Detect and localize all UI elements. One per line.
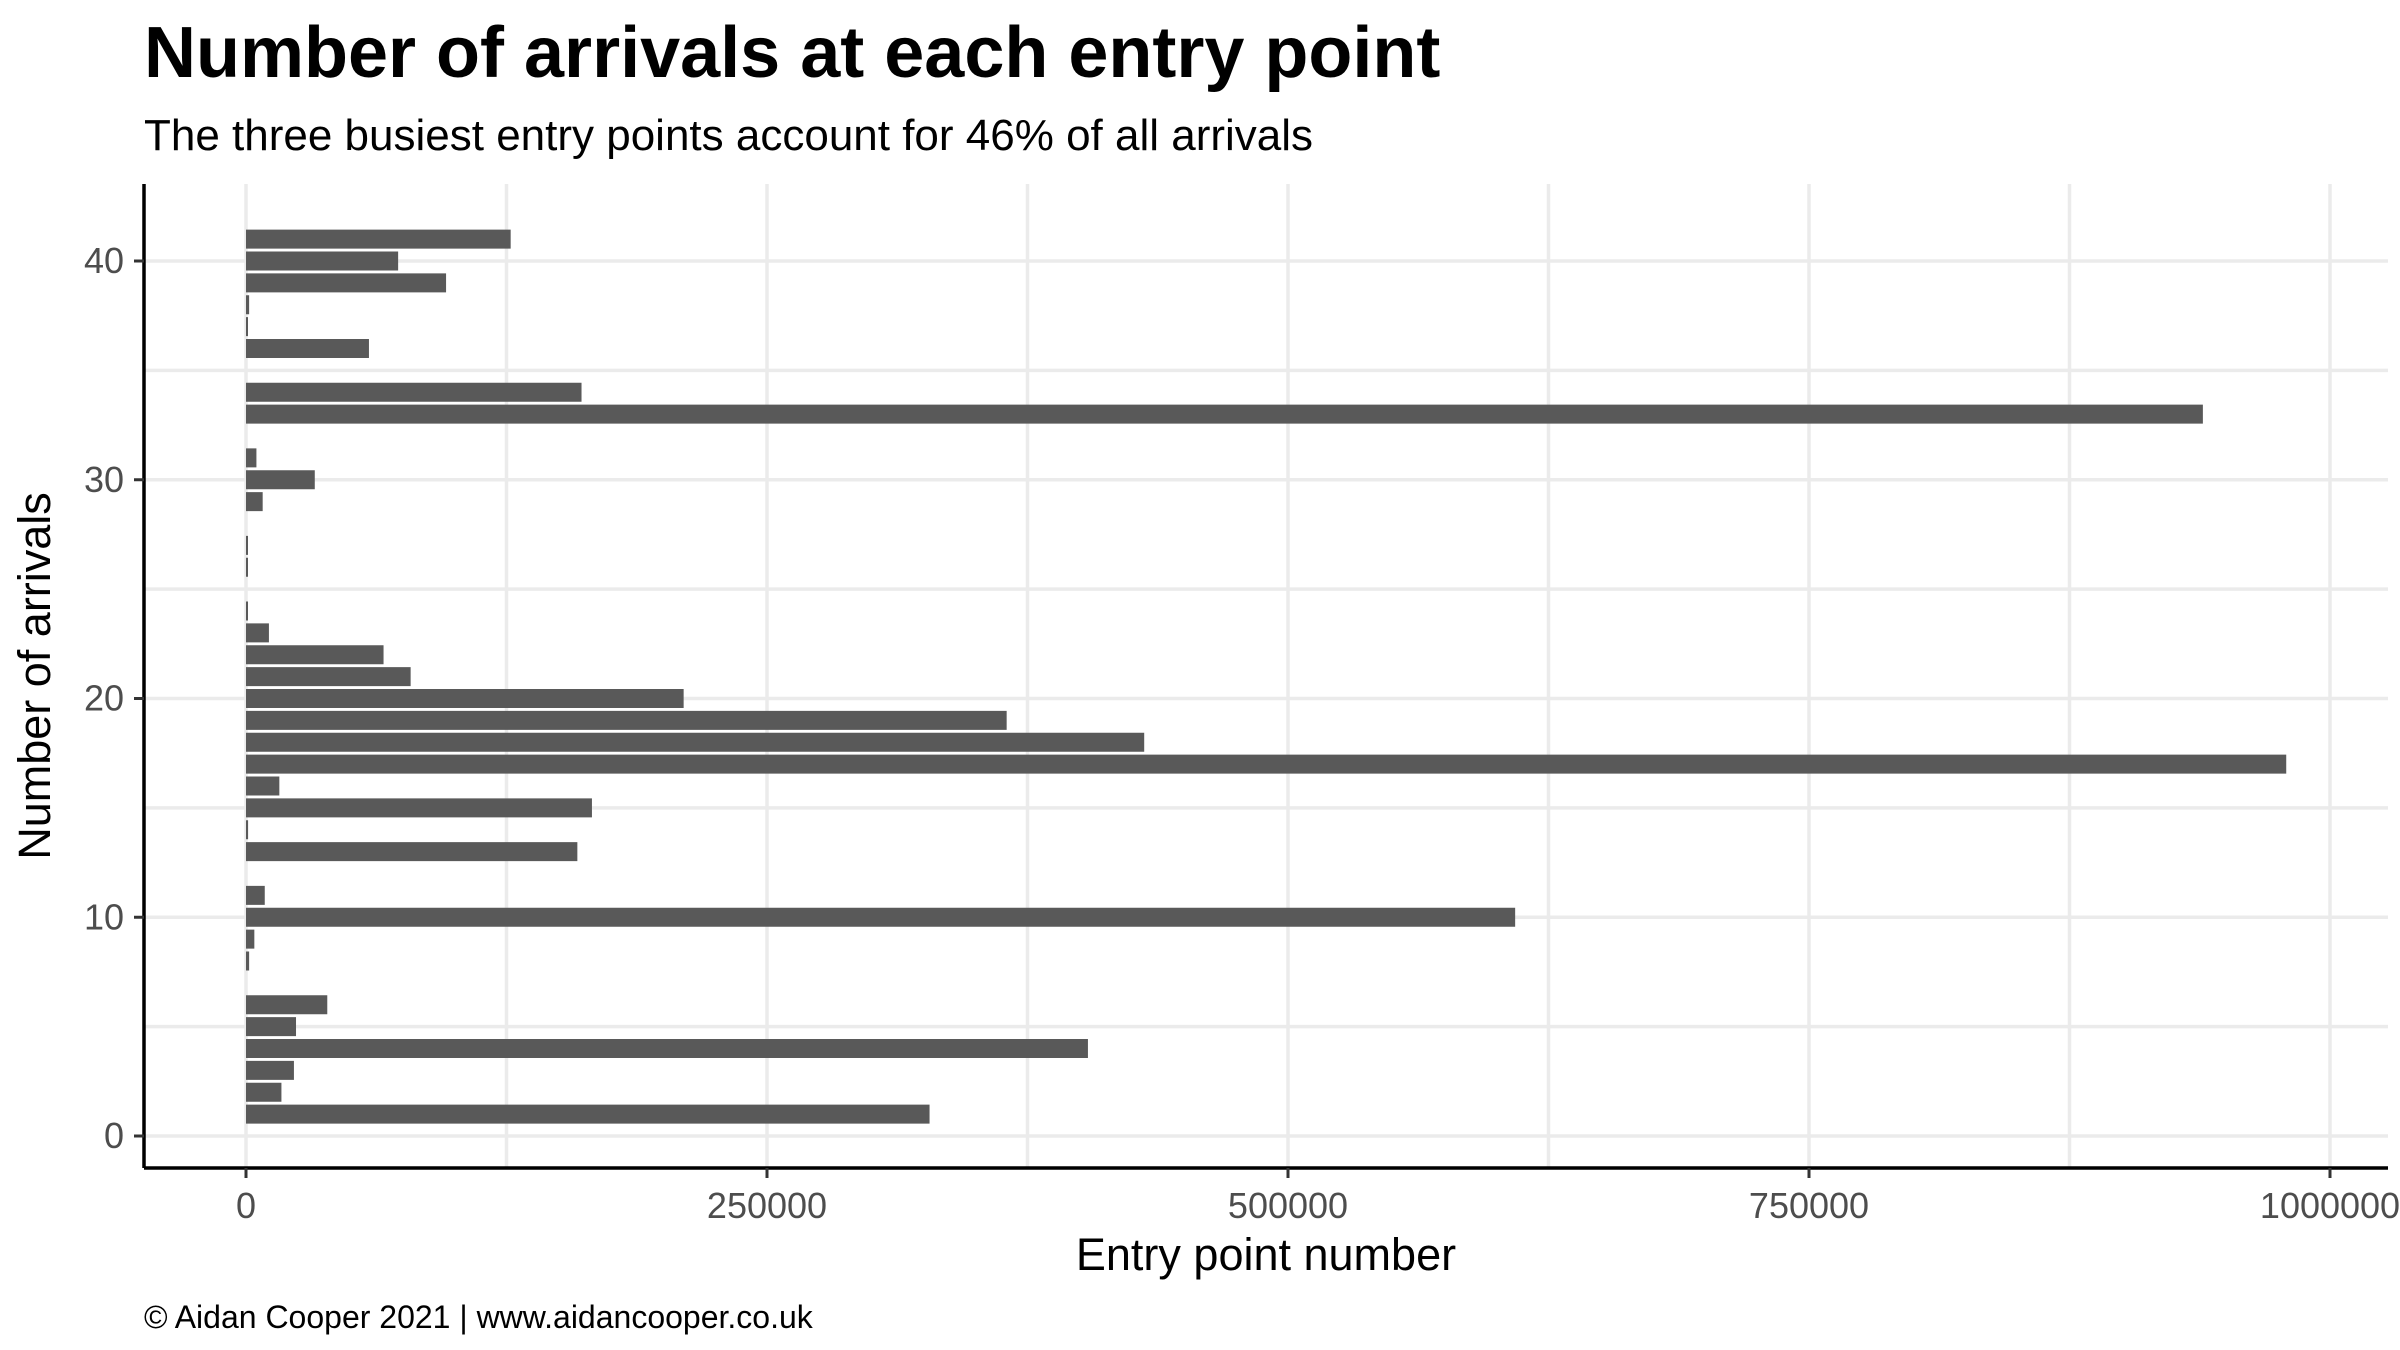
bar bbox=[246, 535, 248, 555]
chart-title: Number of arrivals at each entry point bbox=[144, 13, 1440, 93]
bar bbox=[246, 317, 248, 337]
bar bbox=[246, 1039, 1088, 1058]
x-tick-label: 250000 bbox=[707, 1185, 827, 1226]
bar bbox=[246, 623, 269, 643]
y-tick-label: 40 bbox=[84, 240, 124, 281]
bars bbox=[246, 229, 2287, 1124]
axes bbox=[134, 184, 2388, 1178]
y-tick-label: 10 bbox=[84, 896, 124, 937]
bar bbox=[246, 492, 263, 512]
x-tick-label: 500000 bbox=[1228, 1185, 1348, 1226]
bar bbox=[246, 776, 280, 796]
bar bbox=[246, 273, 447, 293]
bar bbox=[246, 601, 248, 621]
y-tick-label: 20 bbox=[84, 678, 124, 719]
bar bbox=[246, 229, 511, 249]
y-tick-label: 0 bbox=[104, 1115, 124, 1156]
bar bbox=[246, 645, 384, 665]
x-axis-title: Entry point number bbox=[1076, 1229, 1456, 1280]
bar bbox=[246, 667, 411, 687]
bar bbox=[246, 251, 399, 271]
bar bbox=[246, 842, 578, 862]
y-axis-title: Number of arrivals bbox=[9, 492, 60, 860]
bar bbox=[246, 1082, 282, 1102]
bar bbox=[246, 404, 2203, 424]
bar bbox=[246, 885, 265, 905]
tick-labels: 0 250000 500000 750000 1000000 0 10 20 30 40 bbox=[84, 240, 2400, 1226]
bar bbox=[246, 1104, 930, 1124]
bar bbox=[246, 732, 1145, 752]
bar bbox=[246, 382, 582, 402]
bar bbox=[246, 557, 248, 577]
bar bbox=[246, 907, 1516, 927]
bar bbox=[246, 951, 250, 971]
chart-caption: © Aidan Cooper 2021 | www.aidancooper.co… bbox=[144, 1299, 814, 1335]
bar bbox=[246, 929, 255, 949]
bar bbox=[246, 689, 684, 708]
x-tick-label: 1000000 bbox=[2260, 1185, 2400, 1226]
bar bbox=[246, 820, 249, 840]
bar bbox=[246, 339, 369, 358]
bar bbox=[246, 754, 2287, 774]
bar bbox=[246, 448, 257, 468]
bar bbox=[246, 295, 250, 315]
x-tick-label: 750000 bbox=[1749, 1185, 1869, 1226]
bar bbox=[246, 710, 1007, 730]
bar bbox=[246, 1017, 297, 1037]
bar bbox=[246, 470, 315, 490]
bar bbox=[246, 995, 328, 1015]
grid bbox=[144, 184, 2388, 1168]
bar bbox=[246, 798, 592, 818]
bar bbox=[246, 1060, 294, 1080]
chart-subtitle: The three busiest entry points account f… bbox=[144, 111, 1313, 160]
x-tick-label: 0 bbox=[236, 1185, 256, 1226]
y-tick-label: 30 bbox=[84, 459, 124, 500]
